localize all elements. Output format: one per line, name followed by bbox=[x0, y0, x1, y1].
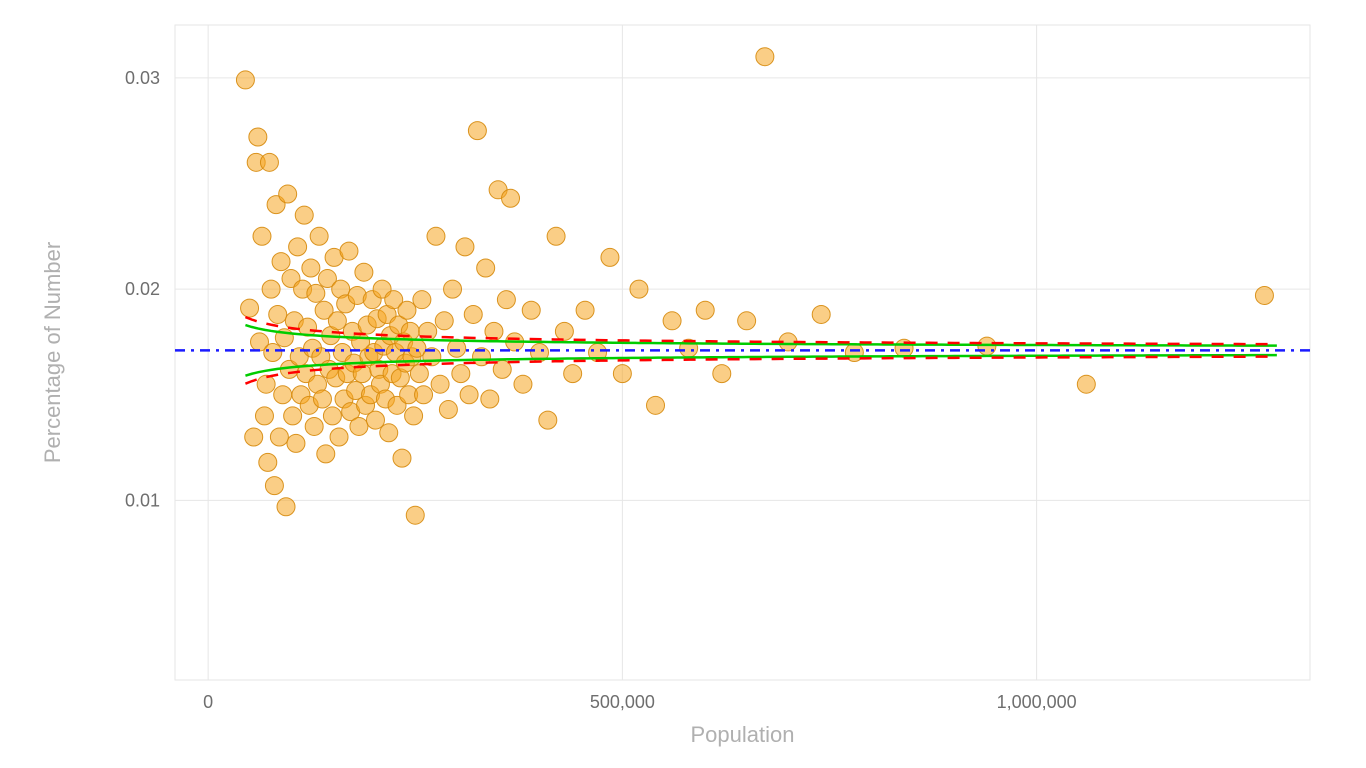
data-point bbox=[539, 411, 557, 429]
data-point bbox=[413, 291, 431, 309]
data-point bbox=[481, 390, 499, 408]
data-point bbox=[260, 153, 278, 171]
data-point bbox=[287, 434, 305, 452]
data-point bbox=[279, 185, 297, 203]
data-point bbox=[415, 386, 433, 404]
data-point bbox=[310, 227, 328, 245]
data-point bbox=[555, 322, 573, 340]
data-point bbox=[295, 206, 313, 224]
data-point bbox=[257, 375, 275, 393]
data-point bbox=[269, 305, 287, 323]
data-point bbox=[1255, 286, 1273, 304]
data-point bbox=[259, 453, 277, 471]
data-point bbox=[262, 280, 280, 298]
data-point bbox=[812, 305, 830, 323]
y-tick-label: 0.03 bbox=[125, 68, 160, 88]
data-point bbox=[713, 365, 731, 383]
data-point bbox=[277, 498, 295, 516]
data-point bbox=[427, 227, 445, 245]
data-point bbox=[380, 424, 398, 442]
x-axis-label: Population bbox=[691, 722, 795, 747]
data-point bbox=[439, 401, 457, 419]
data-point bbox=[696, 301, 714, 319]
data-point bbox=[264, 344, 282, 362]
data-point bbox=[514, 375, 532, 393]
data-point bbox=[497, 291, 515, 309]
data-point bbox=[265, 477, 283, 495]
data-point bbox=[647, 396, 665, 414]
data-point bbox=[410, 365, 428, 383]
data-point bbox=[576, 301, 594, 319]
data-point bbox=[274, 386, 292, 404]
data-point bbox=[328, 312, 346, 330]
data-point bbox=[236, 71, 254, 89]
chart-svg: 0 500,000 1,000,000 0.01 0.02 0.03 Population P… bbox=[0, 0, 1366, 768]
data-point bbox=[249, 128, 267, 146]
x-tick-label: 0 bbox=[203, 692, 213, 712]
data-point bbox=[302, 259, 320, 277]
data-point bbox=[405, 407, 423, 425]
data-point bbox=[350, 417, 368, 435]
data-point bbox=[431, 375, 449, 393]
data-point bbox=[307, 284, 325, 302]
data-point bbox=[564, 365, 582, 383]
data-point bbox=[330, 428, 348, 446]
data-point bbox=[756, 48, 774, 66]
data-point bbox=[253, 227, 271, 245]
data-point bbox=[464, 305, 482, 323]
data-point bbox=[401, 322, 419, 340]
data-point bbox=[547, 227, 565, 245]
data-point bbox=[317, 445, 335, 463]
data-point bbox=[444, 280, 462, 298]
data-point bbox=[448, 339, 466, 357]
data-point bbox=[289, 238, 307, 256]
data-point bbox=[468, 122, 486, 140]
x-tick-label: 1,000,000 bbox=[997, 692, 1077, 712]
data-point bbox=[460, 386, 478, 404]
data-point bbox=[284, 407, 302, 425]
data-point bbox=[245, 428, 263, 446]
data-point bbox=[393, 449, 411, 467]
data-point bbox=[398, 301, 416, 319]
data-point bbox=[355, 263, 373, 281]
data-point bbox=[1077, 375, 1095, 393]
funnel-plot: 0 500,000 1,000,000 0.01 0.02 0.03 Population P… bbox=[0, 0, 1366, 768]
data-point bbox=[663, 312, 681, 330]
data-point bbox=[477, 259, 495, 277]
data-point bbox=[630, 280, 648, 298]
data-point bbox=[340, 242, 358, 260]
y-axis-label: Percentage of Number bbox=[40, 242, 65, 463]
data-point bbox=[522, 301, 540, 319]
data-point bbox=[738, 312, 756, 330]
data-point bbox=[502, 189, 520, 207]
data-point bbox=[323, 407, 341, 425]
data-point bbox=[601, 248, 619, 266]
data-point bbox=[272, 253, 290, 271]
data-point bbox=[456, 238, 474, 256]
data-point bbox=[452, 365, 470, 383]
data-point bbox=[270, 428, 288, 446]
data-point bbox=[241, 299, 259, 317]
data-point bbox=[435, 312, 453, 330]
x-tick-label: 500,000 bbox=[590, 692, 655, 712]
y-tick-label: 0.02 bbox=[125, 279, 160, 299]
y-tick-label: 0.01 bbox=[125, 490, 160, 510]
data-point bbox=[305, 417, 323, 435]
data-point bbox=[406, 506, 424, 524]
data-point bbox=[978, 337, 996, 355]
data-point bbox=[313, 390, 331, 408]
data-point bbox=[255, 407, 273, 425]
data-point bbox=[613, 365, 631, 383]
